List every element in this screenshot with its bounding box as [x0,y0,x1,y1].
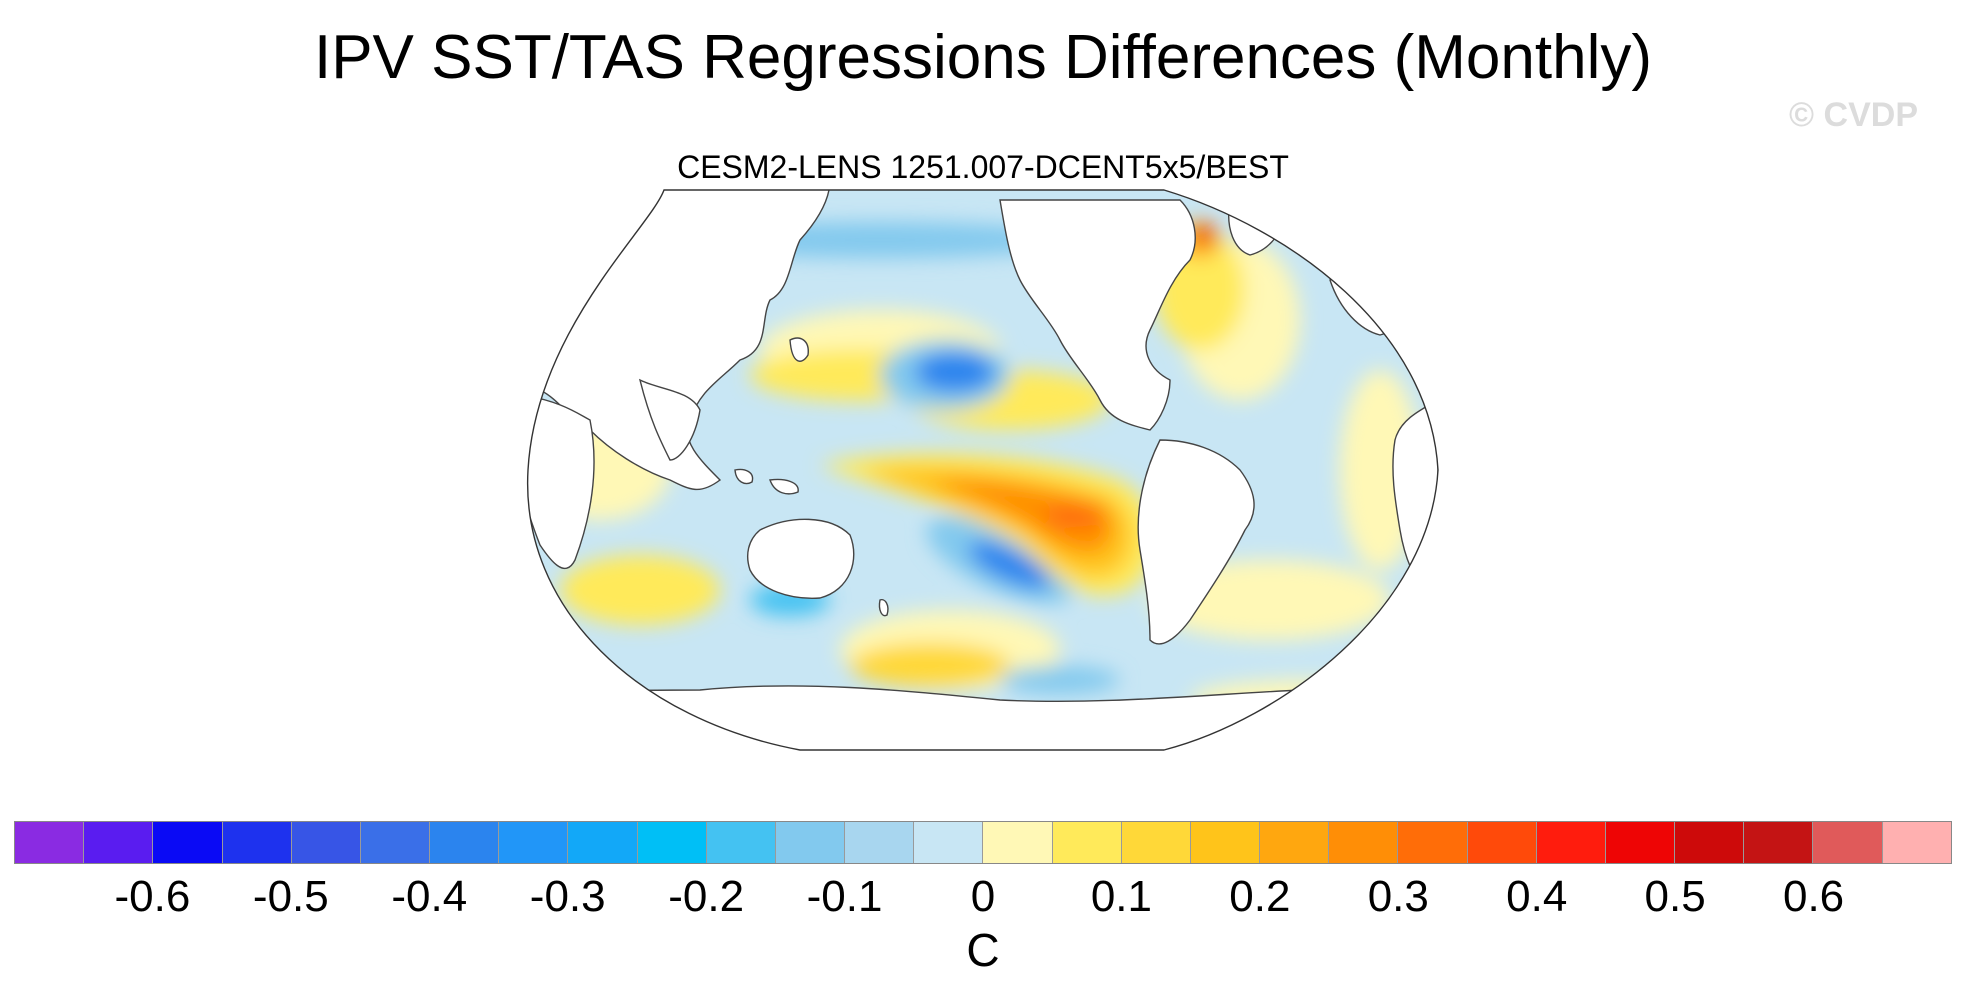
colorbar-tick-labels: -0.6 -0.5 -0.4 -0.3 -0.2 -0.1 0 0.1 0.2 0.3 0.4 0.5… [0,872,1966,922]
colorbar-cell [1882,822,1951,863]
cvdp-watermark: © CVDP [1789,96,1918,134]
colorbar-cell [637,822,707,863]
colorbar-cell [1121,822,1191,863]
colorbar-cell [706,822,776,863]
colorbar-cell [1260,822,1330,863]
colorbar-cell [1329,822,1399,863]
colorbar-tick-label: -0.5 [252,872,329,921]
colorbar-cell [291,822,361,863]
colorbar-cell [15,822,85,863]
colorbar-cell [845,822,915,863]
map-outline [526,189,1439,751]
colorbar-tick-label: -0.4 [391,872,468,921]
colorbar-cell [153,822,223,863]
colorbar-tick-label: 0.1 [1090,872,1153,921]
colorbar-cell [1744,822,1814,863]
colorbar-cell [222,822,292,863]
colorbar-cell [430,822,500,863]
colorbar-tick-label: 0.6 [1782,872,1845,921]
colorbar-cell [775,822,846,863]
colorbar-cell [360,822,431,863]
colorbar-tick-label: 0 [970,872,996,921]
figure-title: IPV SST/TAS Regressions Differences (Mon… [313,23,1653,92]
field-layer [527,190,1438,750]
colorbar-cell [1813,822,1883,863]
panel-subtitle: CESM2-LENS 1251.007-DCENT5x5/BEST [677,149,1289,185]
colorbar-tick-label: 0.4 [1506,872,1568,921]
colorbar-cell [1605,822,1676,863]
colorbar-cell [914,822,984,863]
colorbar-tick-label: -0.3 [529,872,606,921]
colorbar-cell [1052,822,1122,863]
colorbar-tick-label: -0.1 [806,872,883,921]
colorbar-tick-label: 0.2 [1229,872,1291,921]
colorbar-tick-label: -0.2 [668,872,745,921]
colorbar-cell [1675,822,1745,863]
colorbar-tick-label: 0.5 [1644,872,1706,921]
colorbar-tick-label: -0.6 [114,872,191,921]
colorbar-cell [1398,822,1468,863]
colorbar-cell [1536,822,1606,863]
colorbar-tick-label: 0.3 [1367,872,1429,921]
colorbar-cell [84,822,154,863]
colorbar-units: C [966,924,1000,976]
colorbar-cell [568,822,638,863]
colorbar-cell [1190,822,1261,863]
colorbar [14,821,1952,864]
colorbar-cell [499,822,569,863]
colorbar-cell [983,822,1053,863]
colorbar-cell [1467,822,1537,863]
